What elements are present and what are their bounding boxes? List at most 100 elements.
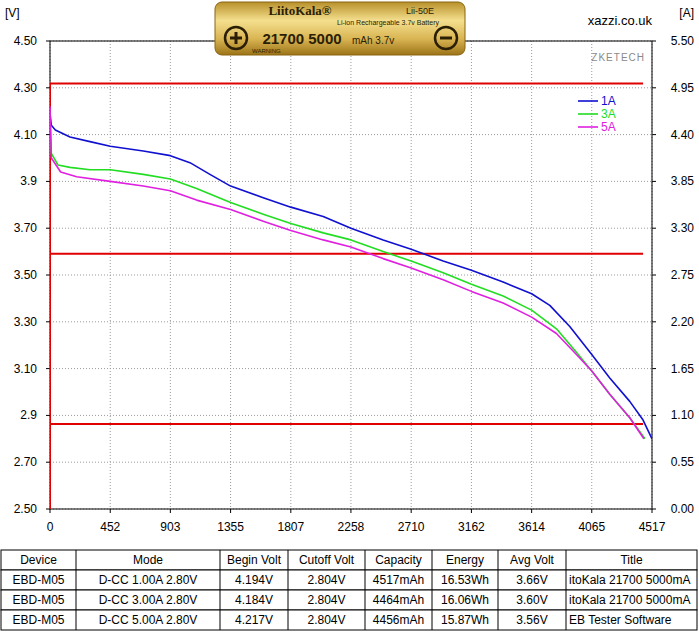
- tick-label: 3.30: [671, 221, 695, 235]
- legend-swatch: [578, 126, 598, 128]
- table-divider: [566, 550, 567, 630]
- watermark: ZKETECH: [591, 52, 645, 63]
- tick-mark: [652, 415, 656, 416]
- table-divider: [365, 550, 366, 630]
- table-cell: 4.194V: [235, 573, 273, 587]
- tick-mark: [471, 509, 472, 513]
- battery-warning: WARNING: [252, 48, 281, 54]
- tick-label: 3.85: [671, 174, 695, 188]
- plus-icon: [235, 32, 238, 44]
- tick-mark: [652, 368, 656, 369]
- current-line: [50, 254, 643, 509]
- table-cell: EB Tester Software: [569, 613, 672, 627]
- table-cell: D-CC 3.00A 2.80V: [99, 593, 198, 607]
- tick-mark: [652, 181, 656, 182]
- legend-swatch: [578, 113, 598, 115]
- table-divider: [76, 550, 77, 630]
- table-header: Mode: [133, 553, 163, 567]
- tick-label: 3.50: [14, 268, 38, 282]
- tick-label: 1.10: [671, 408, 695, 422]
- grid-line: [170, 41, 171, 509]
- tick-mark: [652, 509, 656, 510]
- series-group: [50, 84, 652, 509]
- tick-label: 4517: [639, 520, 666, 534]
- chart-canvas: 2.502.702.93.103.303.503.703.94.104.304.…: [0, 0, 699, 640]
- table-cell: 2.804V: [307, 573, 345, 587]
- table-header: Energy: [446, 553, 484, 567]
- voltage-line: [50, 114, 652, 439]
- tick-label: 3162: [458, 520, 485, 534]
- grid-line: [50, 181, 652, 182]
- tick-mark: [652, 228, 656, 229]
- battery-image: LiitoKala® Lii-50E Li-ion Rechargeable 3.7…: [215, 2, 465, 55]
- table-cell: 16.53Wh: [441, 573, 489, 587]
- tick-mark: [46, 134, 50, 135]
- current-line: [50, 424, 643, 509]
- tick-mark: [652, 509, 653, 513]
- table-header-row: [1, 550, 697, 570]
- tick-label: 4.10: [14, 128, 38, 142]
- grid-line: [531, 41, 532, 509]
- tick-mark: [652, 134, 656, 135]
- tick-label: 0: [47, 520, 54, 534]
- legend-swatch: [578, 100, 598, 102]
- voltage-line: [50, 116, 645, 439]
- tick-mark: [46, 321, 50, 322]
- tick-mark: [290, 509, 291, 513]
- tick-label: 3.70: [14, 221, 38, 235]
- tick-label: 903: [160, 520, 180, 534]
- tick-mark: [46, 509, 50, 510]
- results-table: DeviceModeBegin VoltCutoff VoltCapacityE…: [1, 550, 697, 630]
- table-header: Device: [20, 553, 57, 567]
- tick-label: 4065: [578, 520, 605, 534]
- battery-size: 21700 5000: [262, 30, 341, 47]
- tick-mark: [46, 87, 50, 88]
- tick-label: 1807: [277, 520, 304, 534]
- tick-label: 2.9: [20, 408, 37, 422]
- grid-line: [411, 41, 412, 509]
- tick-label: 2.70: [14, 455, 38, 469]
- tick-mark: [46, 415, 50, 416]
- tick-label: 1355: [217, 520, 244, 534]
- tick-mark: [652, 87, 656, 88]
- tick-label: 4.30: [14, 81, 38, 95]
- battery-body: [215, 2, 465, 55]
- plot-area: [50, 41, 652, 509]
- tick-mark: [350, 509, 351, 513]
- tick-label: 3.30: [14, 315, 38, 329]
- table-header: Title: [620, 553, 643, 567]
- battery-model: Lii-50E: [406, 6, 434, 16]
- table-header: Cutoff Volt: [299, 553, 355, 567]
- battery-brand: LiitoKala®: [268, 3, 331, 18]
- grid-line: [50, 415, 652, 416]
- legend-label: 5A: [601, 120, 616, 134]
- table-cell: 4.217V: [235, 613, 273, 627]
- table-cell: 15.87Wh: [441, 613, 489, 627]
- table-cell: 2.804V: [307, 613, 345, 627]
- tick-mark: [46, 41, 50, 42]
- plus-icon: [225, 27, 247, 49]
- tick-mark: [46, 181, 50, 182]
- table-cell: 3.60V: [516, 593, 547, 607]
- source-label: xazzi.co.uk: [588, 13, 653, 28]
- tick-mark: [652, 41, 656, 42]
- table-cell: 16.06Wh: [441, 593, 489, 607]
- tick-label: 0.00: [671, 502, 695, 516]
- battery-subtitle: Li-ion Rechargeable 3.7v Battery: [337, 19, 439, 27]
- tick-mark: [652, 275, 656, 276]
- table-cell: EBD-M05: [12, 613, 64, 627]
- table-divider: [498, 550, 499, 630]
- table-cell: itoKala 21700 5000mA: [569, 593, 690, 607]
- tick-mark: [531, 509, 532, 513]
- tick-mark: [591, 509, 592, 513]
- legend-label: 3A: [601, 107, 616, 121]
- tick-label: 4.50: [14, 34, 38, 48]
- tick-label: 4.95: [671, 81, 695, 95]
- table-row: [1, 570, 697, 590]
- table-cell: itoKala 21700 5000mA: [569, 573, 690, 587]
- tick-label: 2258: [338, 520, 365, 534]
- background: [0, 0, 699, 640]
- tick-label: 0.55: [671, 455, 695, 469]
- tick-mark: [170, 509, 171, 513]
- grid-line: [50, 321, 652, 322]
